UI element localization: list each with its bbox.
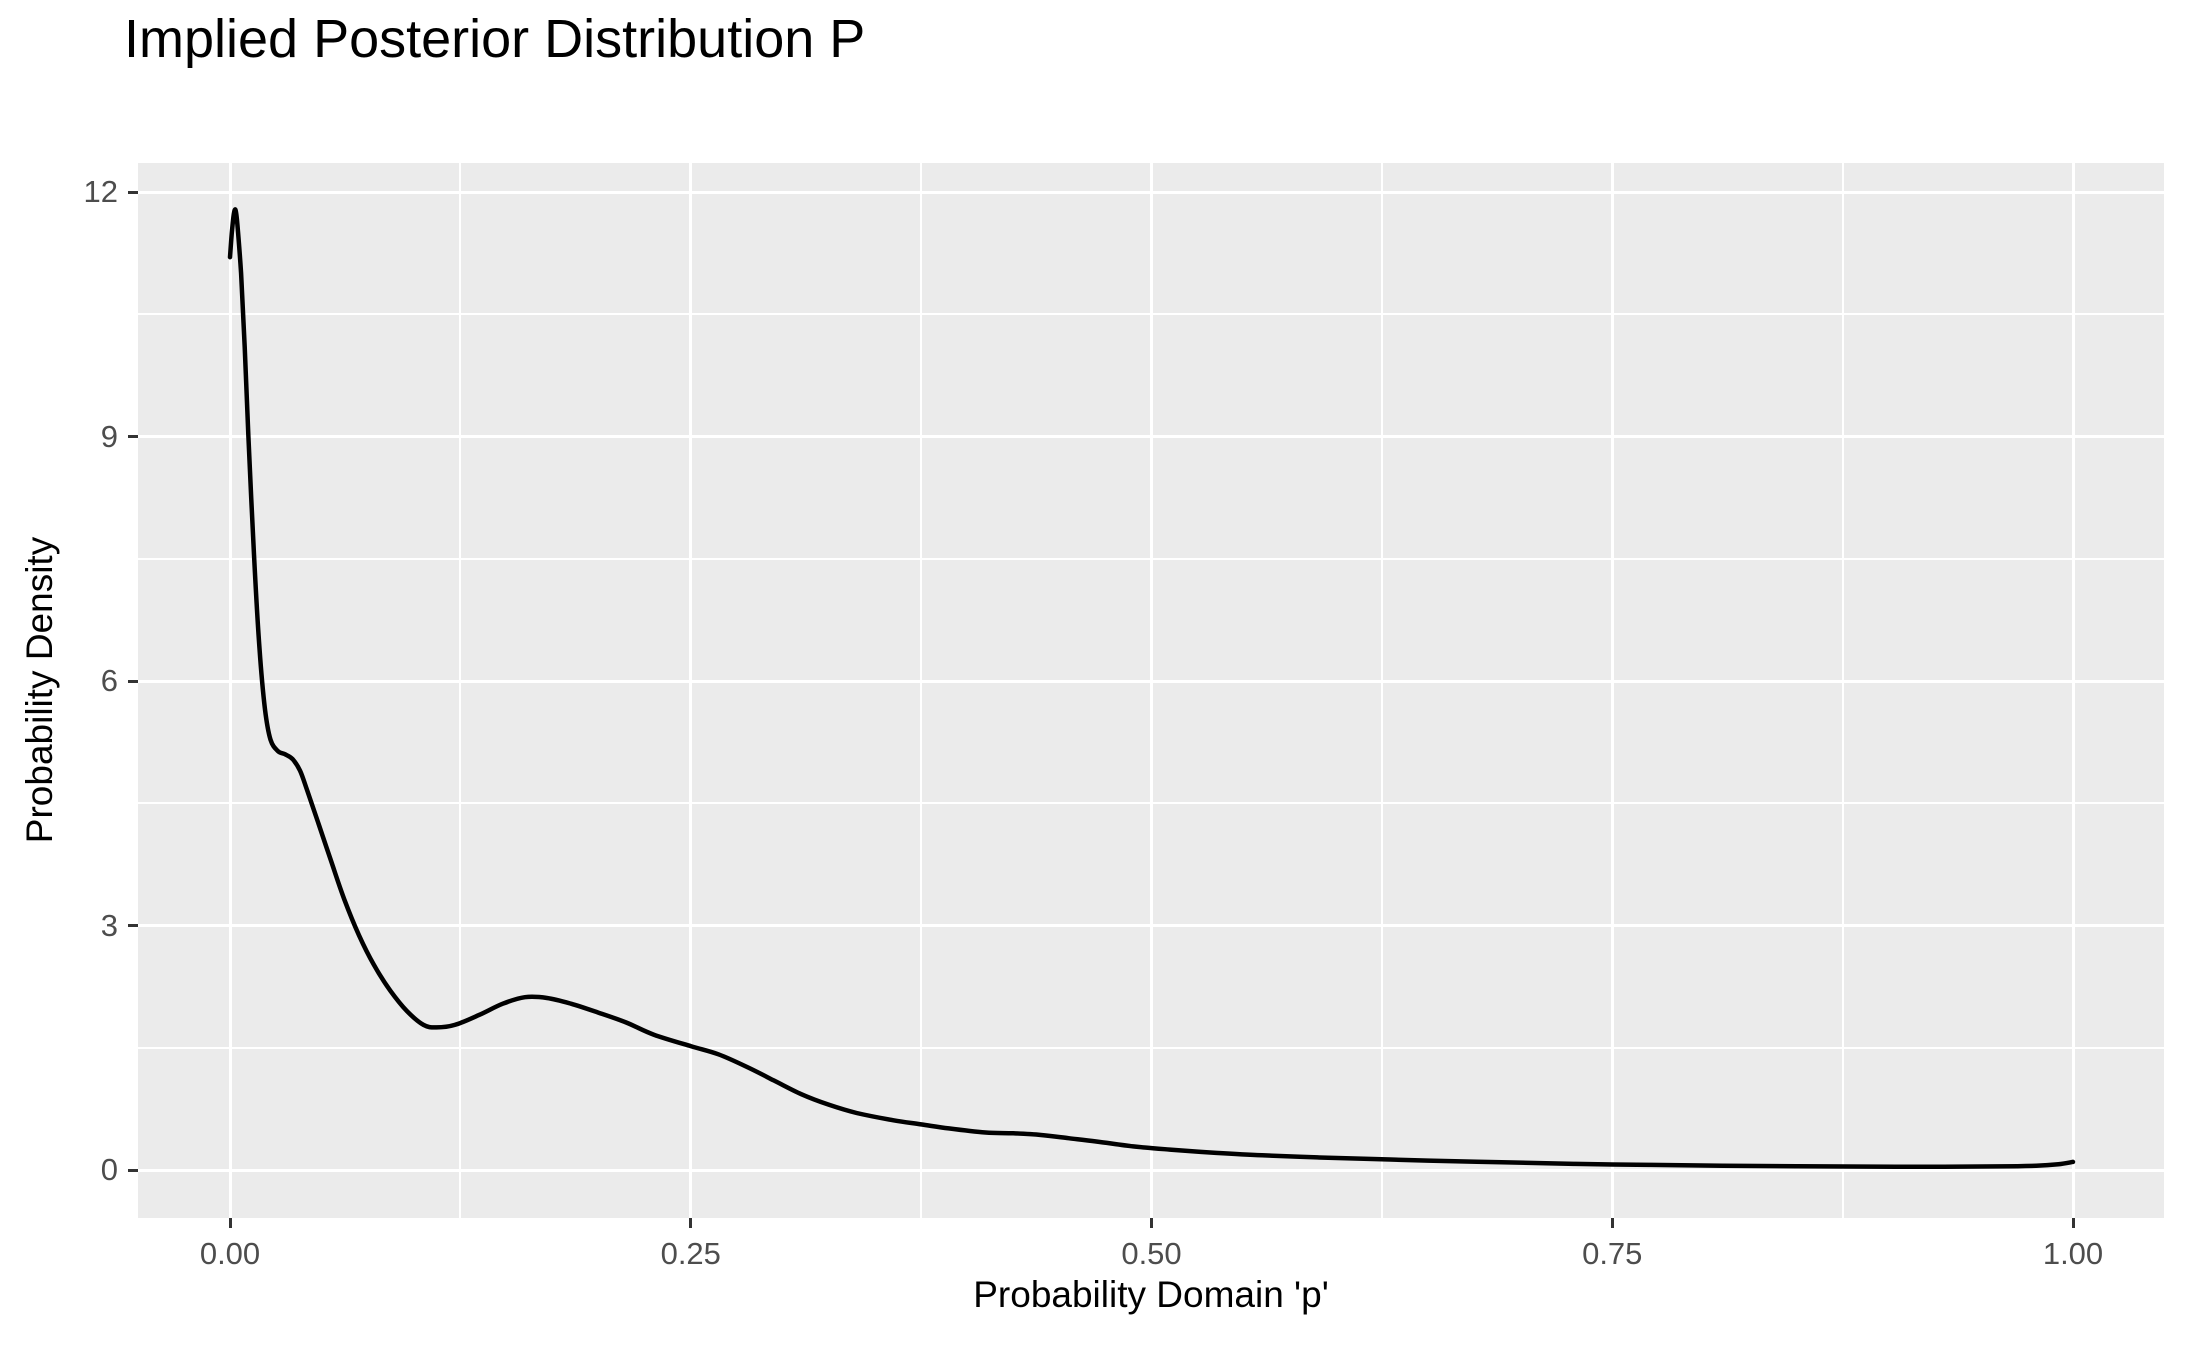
x-axis-title: Probability Domain 'p': [973, 1274, 1329, 1315]
major-gridline-x: [1610, 163, 1614, 1218]
major-gridline-y: [138, 435, 2164, 438]
minor-gridline-x: [920, 163, 923, 1218]
y-tick-label: 12: [83, 174, 118, 209]
y-tick-mark: [128, 435, 138, 438]
y-tick-label: 3: [100, 907, 118, 943]
major-gridline-y: [138, 1168, 2164, 1172]
x-tick-mark: [1610, 1218, 1614, 1228]
x-tick-label: 0.25: [660, 1236, 721, 1271]
major-gridline-x: [1150, 163, 1153, 1218]
y-tick-mark: [128, 190, 138, 194]
plot-title: Implied Posterior Distribution P: [124, 9, 866, 69]
major-gridline-y: [138, 924, 2164, 927]
major-gridline-x: [2071, 163, 2075, 1218]
major-gridline-x: [689, 163, 693, 1218]
y-tick-mark: [128, 1168, 138, 1172]
x-tick-label: 0.50: [1121, 1236, 1182, 1271]
x-tick-mark: [2071, 1218, 2075, 1228]
x-tick-mark: [1150, 1218, 1153, 1228]
minor-gridline-x: [1841, 163, 1844, 1218]
y-tick-label: 6: [100, 663, 118, 698]
x-tick-label: 0.75: [1582, 1236, 1643, 1271]
y-tick-mark: [128, 679, 138, 683]
y-tick-mark: [128, 924, 138, 927]
x-tick-mark: [689, 1218, 693, 1228]
x-tick-label: 1.00: [2042, 1236, 2104, 1271]
x-tick-label: 0.00: [199, 1236, 261, 1271]
x-tick-mark: [228, 1218, 232, 1228]
plot-panel: [138, 163, 2164, 1218]
major-gridline-x: [228, 163, 232, 1218]
density-curve: [227, 207, 2076, 1169]
y-tick-label: 9: [100, 418, 118, 454]
major-gridline-y: [138, 679, 2164, 683]
major-gridline-y: [138, 190, 2164, 194]
y-tick-label: 0: [100, 1152, 118, 1187]
minor-gridline-x: [459, 163, 462, 1218]
minor-gridline-x: [1380, 163, 1383, 1218]
density-curve-path: [227, 207, 2076, 1169]
